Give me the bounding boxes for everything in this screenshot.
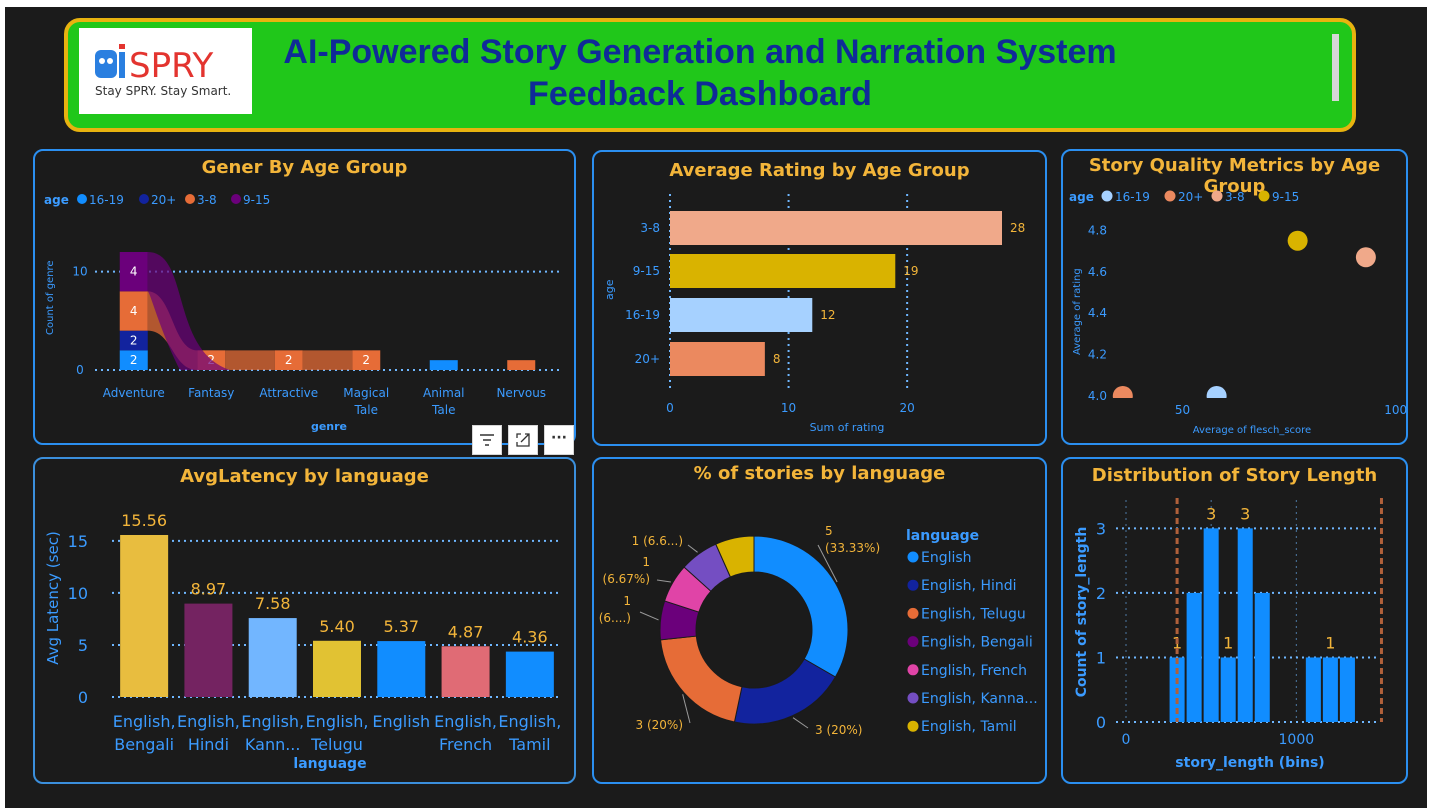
focus-mode-icon [516,433,530,447]
header-scrollbar[interactable] [1332,34,1339,101]
panel-latency-by-language: AvgLatency by language [33,457,576,784]
chart-title: Story Quality Metrics by Age Group [1088,155,1381,197]
chart-title: % of stories by language [693,463,946,484]
chart-title: Average Rating by Age Group [669,160,970,181]
logo-word: SPRY [129,46,214,86]
logo-mark: SPRY Stay SPRY. Stay Smart. [95,44,231,98]
chart-title: AvgLatency by language [180,466,429,487]
logo-tagline: Stay SPRY. Stay Smart. [95,84,231,98]
dashboard-title-line2: Feedback Dashboard [528,75,872,113]
header-banner [64,18,1356,132]
dashboard-title-line1: AI-Powered Story Generation and Narratio… [283,33,1117,71]
filter-icon [480,434,494,446]
focus-mode-button[interactable] [508,425,538,455]
chart-title: Distribution of Story Length [1091,465,1378,486]
panel-genre-by-age: Gener By Age Group [33,149,576,445]
panel-story-length: Distribution of Story Length [1061,457,1408,784]
panel-rating-by-age: Average Rating by Age Group [592,150,1047,446]
chart-title: Gener By Age Group [201,157,408,178]
aispry-logo: SPRY Stay SPRY. Stay Smart. [79,28,252,114]
filter-button[interactable] [472,425,502,455]
more-options-icon: ··· [551,430,567,446]
panel-stories-by-language: % of stories by language [592,457,1047,784]
more-options-button[interactable]: ··· [544,425,574,455]
panel-quality-metrics: Story Quality Metrics by Age Group [1061,149,1408,445]
